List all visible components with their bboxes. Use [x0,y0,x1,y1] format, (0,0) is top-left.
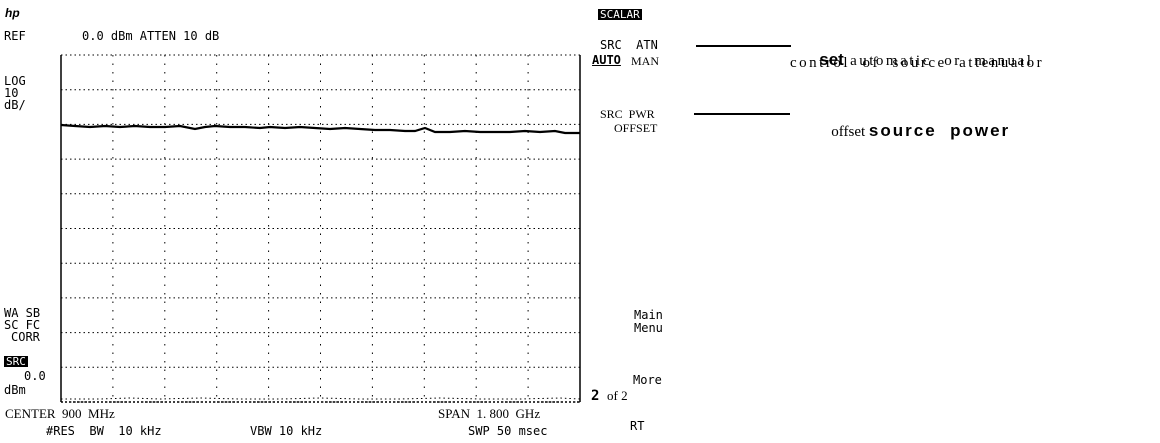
ref-label: REF [4,29,26,43]
video-bandwidth: VBW 10 kHz [250,424,323,438]
callout-src-pwr-plain: offset [831,124,869,140]
callout-src-pwr-bold: source power [868,121,1011,140]
softkey-src-atn-man: MAN [631,54,660,68]
softkey-src-atn[interactable]: SRC ATN AUTO MAN [584,39,674,69]
ref-level-attenuation: 0.0 dBm ATTEN 10 dB [82,29,220,43]
callout-src-atn-bold: set [819,50,844,69]
resolution-bandwidth: #RES BW 10 kHz [46,424,162,438]
callout-src-atn-rest: automatic or manual [843,53,1034,69]
frequency-span: SPAN 1. 800 GHz [438,406,541,421]
softkey-src-atn-auto: AUTO [592,53,621,67]
corr-annotation: CORR [11,330,40,344]
softkey-src-pwr-label: SRC PWR [600,107,655,121]
softkey-more-page: 2 [591,388,600,404]
src-power-unit: dBm [4,383,26,397]
scale-unit: dB/ [4,98,26,112]
softkey-rt-label: RT [630,419,645,433]
baseline-trace [61,397,581,400]
wa-sb-annotation: WA SB [4,306,41,320]
softkey-src-pwr-offset[interactable]: SRC PWR OFFSET [584,108,674,138]
sc-fc-annotation: SC FC [4,318,41,332]
graticule-vertical-lines [112,55,529,402]
softkey-src-pwr-offset-label: OFFSET [614,121,658,135]
softkey-more[interactable]: More 2 of 2 [585,374,675,406]
callout-src-atn-line2: control of source attenuator [790,55,1045,71]
callout-leader-src-pwr [694,113,790,115]
callout-src-pwr: offset source power [812,106,1010,140]
softkey-src-atn-label: SRC ATN [600,38,658,52]
softkey-main-menu-line2: Menu [634,321,663,335]
sweep-time: SWP 50 msec [468,424,548,438]
center-frequency: CENTER 900 MHz [5,406,115,421]
src-power-value: 0.0 [24,369,46,383]
softkey-more-of: of 2 [607,388,628,403]
src-indicator: SRC [4,355,28,368]
softkey-main-menu[interactable]: Main Menu [600,309,674,339]
menu-title: SCALAR [598,8,642,21]
softkey-rt[interactable]: RT [620,420,660,436]
callout-src-atn-line1: set automatic or manual [800,35,1033,69]
scale-value: 10 [4,86,19,100]
graticule-horizontal-lines [61,54,580,403]
hp-logo: hp [5,6,20,20]
softkey-main-menu-line1: Main [634,308,663,322]
softkey-more-label: More [633,373,662,387]
scale-type: LOG [4,74,26,88]
measurement-trace [60,123,580,135]
callout-leader-src-atn [696,45,791,47]
